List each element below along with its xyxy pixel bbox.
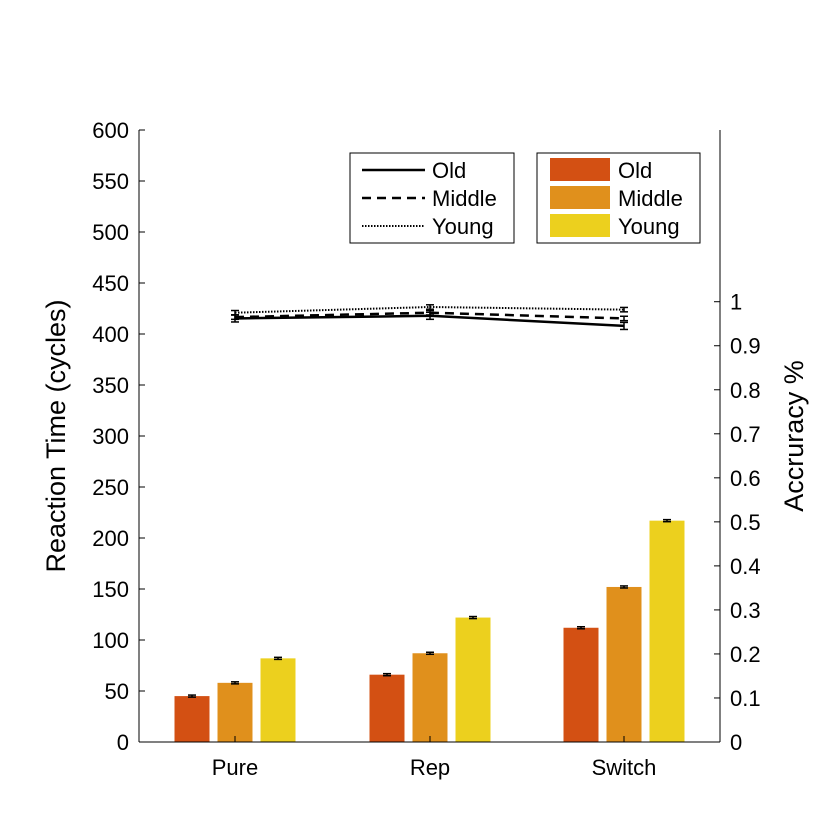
ticks-layer: 0 50 100 150 200 250 300 350 400 450 500 550 600 0 0.1… [92, 118, 760, 780]
y2-tick-label: 0.2 [730, 642, 761, 667]
legend-line-old-label: Old [432, 158, 466, 183]
x-tick-label: Rep [410, 755, 450, 780]
y2-tick-label: 0.4 [730, 554, 761, 579]
y-tick-label: 450 [92, 271, 129, 296]
legend-bar-old-label: Old [618, 158, 652, 183]
legend-bar-middle-label: Middle [618, 186, 683, 211]
y2-tick-label: 1 [730, 290, 742, 315]
y2-tick-label: 0 [730, 730, 742, 755]
y-tick-label: 500 [92, 220, 129, 245]
lines-layer [231, 304, 628, 331]
legend-bar-young-swatch [550, 214, 610, 237]
y-tick-label: 100 [92, 628, 129, 653]
y-tick-label: 50 [105, 679, 129, 704]
bar-young [260, 658, 296, 742]
bar-middle [217, 682, 253, 742]
legend-bar-young-label: Young [618, 214, 680, 239]
x-tick-label: Pure [212, 755, 258, 780]
y2-tick-label: 0.3 [730, 598, 761, 623]
y2-tick-label: 0.8 [730, 378, 761, 403]
y2-tick-label: 0.6 [730, 466, 761, 491]
bar-young [649, 520, 685, 742]
y2-tick-label: 0.7 [730, 422, 761, 447]
y-tick-label: 300 [92, 424, 129, 449]
y-tick-label: 350 [92, 373, 129, 398]
legend-lines: Old Middle Young [349, 152, 515, 244]
y-tick-label: 0 [117, 730, 129, 755]
bars-layer [174, 518, 685, 742]
y-tick-label: 250 [92, 475, 129, 500]
legend-bar-middle-swatch [550, 186, 610, 209]
y-tick-label: 400 [92, 322, 129, 347]
bar-middle [412, 653, 448, 742]
bar-young [455, 617, 491, 742]
y2-tick-label: 0.9 [730, 334, 761, 359]
y-tick-label: 200 [92, 526, 129, 551]
legend-line-young-label: Young [432, 214, 494, 239]
legend-line-middle-label: Middle [432, 186, 497, 211]
y2-tick-label: 0.1 [730, 686, 761, 711]
bar-old [174, 696, 210, 742]
bar-old [369, 674, 405, 742]
legend-bar-old-swatch [550, 158, 610, 181]
y-axis-title: Reaction Time (cycles) [41, 299, 71, 572]
bar-middle [606, 586, 642, 742]
y-tick-label: 600 [92, 118, 129, 143]
y2-axis-title: Accruracy % [779, 360, 809, 512]
bar-old [563, 627, 599, 742]
y2-tick-label: 0.5 [730, 510, 761, 535]
legend-bars: Old Middle Young [536, 152, 701, 244]
y-tick-label: 150 [92, 577, 129, 602]
y-tick-label: 550 [92, 169, 129, 194]
x-tick-label: Switch [592, 755, 657, 780]
